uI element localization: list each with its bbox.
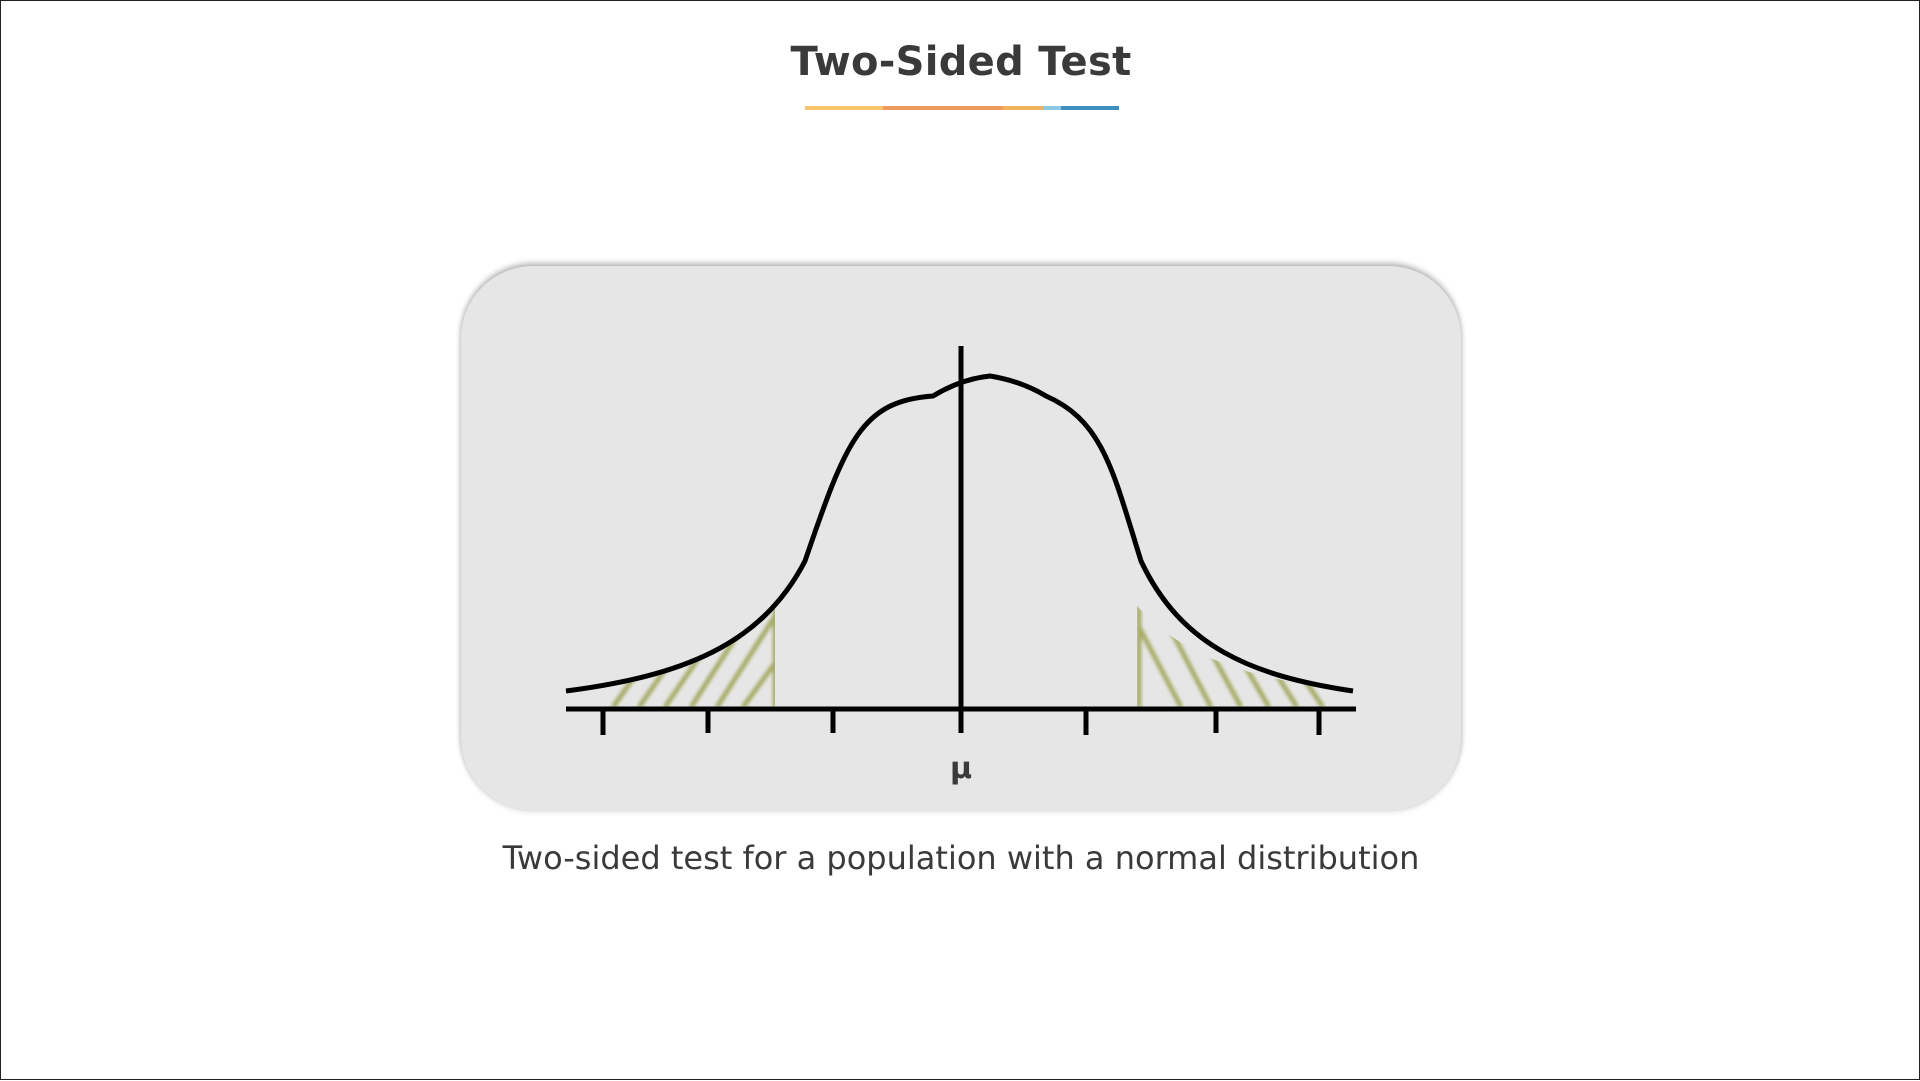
bell-curve <box>565 373 1354 694</box>
underline-segment <box>805 106 883 110</box>
underline-segment <box>883 106 1003 110</box>
underline-segment <box>1043 106 1061 110</box>
title-underline <box>805 106 1119 110</box>
axis-ticks <box>600 709 1322 735</box>
underline-segment <box>1061 106 1119 110</box>
diagram-caption: Two-sided test for a population with a n… <box>502 839 1420 877</box>
underline-segment <box>1003 106 1043 110</box>
mean-label: μ <box>949 751 973 786</box>
slide-title: Two-Sided Test <box>790 39 1132 85</box>
